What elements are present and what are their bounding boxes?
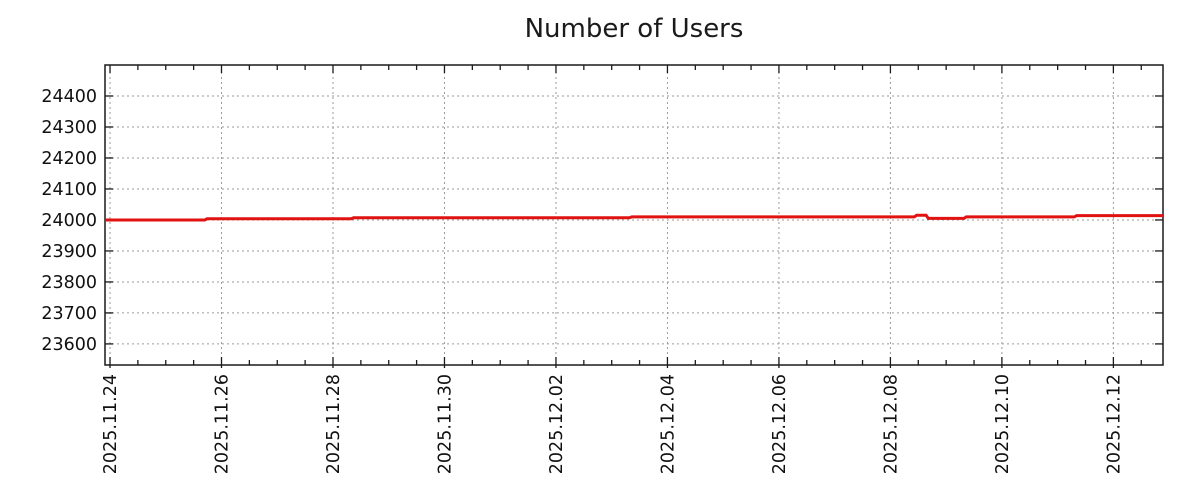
x-tick-label: 2025.11.28: [324, 374, 344, 474]
x-tick-label: 2025.12.08: [881, 374, 901, 474]
y-tick-label: 23800: [41, 273, 97, 293]
x-tick-label: 2025.12.04: [658, 374, 678, 474]
x-tick-label: 2025.12.06: [770, 374, 790, 474]
y-tick-label: 24200: [41, 149, 97, 169]
x-tick-label: 2025.12.02: [547, 374, 567, 474]
x-tick-label: 2025.11.24: [101, 374, 121, 474]
chart-title: Number of Users: [524, 14, 744, 44]
y-tick-label: 23900: [41, 242, 97, 262]
tick-labels: 23600 23700 23800 23900 24000 24100 24200 24300…: [41, 87, 1124, 474]
y-tick-label: 23700: [41, 304, 97, 324]
series-line: [105, 213, 1163, 222]
y-tick-label: 24400: [41, 87, 97, 107]
x-tick-label: 2025.11.30: [435, 374, 455, 474]
y-tick-label: 23600: [41, 335, 97, 355]
x-tick-label: 2025.12.12: [1104, 374, 1124, 474]
axis-ticks: [105, 65, 1163, 368]
x-tick-label: 2025.12.10: [993, 374, 1013, 474]
grid-lines: [107, 67, 1161, 363]
y-tick-label: 24100: [41, 180, 97, 200]
plot-frame: [104, 64, 1164, 366]
x-tick-label: 2025.11.26: [213, 374, 233, 474]
y-tick-label: 24000: [41, 211, 97, 231]
series-lines: [105, 213, 1163, 222]
y-tick-label: 24300: [41, 118, 97, 138]
